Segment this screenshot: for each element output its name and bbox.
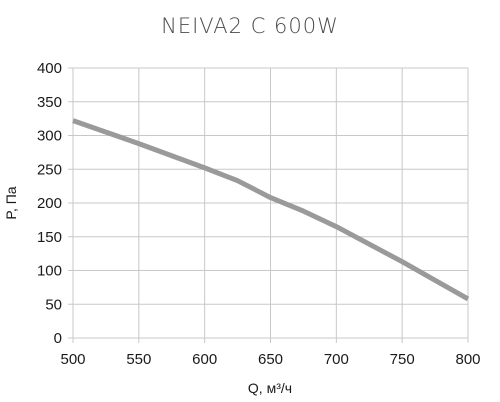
y-tick-label-0: 0 [54, 330, 62, 347]
grid [68, 67, 469, 343]
x-tick-label-2: 600 [192, 351, 217, 368]
x-axis-label: Q, м³/ч [248, 380, 292, 396]
y-axis-ticks: 0 50 100 150 200 250 300 350 400 [37, 60, 62, 347]
x-tick-label-0: 500 [60, 351, 85, 368]
x-tick-label-5: 750 [390, 351, 415, 368]
y-tick-label-8: 400 [37, 60, 62, 77]
series-line-0 [72, 118, 470, 302]
y-tick-label-6: 300 [37, 128, 62, 145]
x-tick-label-6: 800 [455, 351, 480, 368]
y-tick-label-2: 100 [37, 263, 62, 280]
x-axis-ticks: 500 550 600 650 700 750 800 [60, 351, 480, 368]
y-axis-label: P, Па [3, 186, 19, 219]
y-tick-label-7: 350 [37, 94, 62, 111]
chart-title: NEIVA2 C 600W [161, 14, 339, 38]
y-tick-label-4: 200 [37, 195, 62, 212]
x-tick-label-4: 700 [324, 351, 349, 368]
x-tick-label-1: 550 [126, 351, 151, 368]
y-tick-label-5: 250 [37, 161, 62, 178]
series-layer [72, 118, 470, 302]
y-tick-label-3: 150 [37, 229, 62, 246]
x-tick-label-3: 650 [258, 351, 283, 368]
y-tick-label-1: 50 [45, 296, 62, 313]
